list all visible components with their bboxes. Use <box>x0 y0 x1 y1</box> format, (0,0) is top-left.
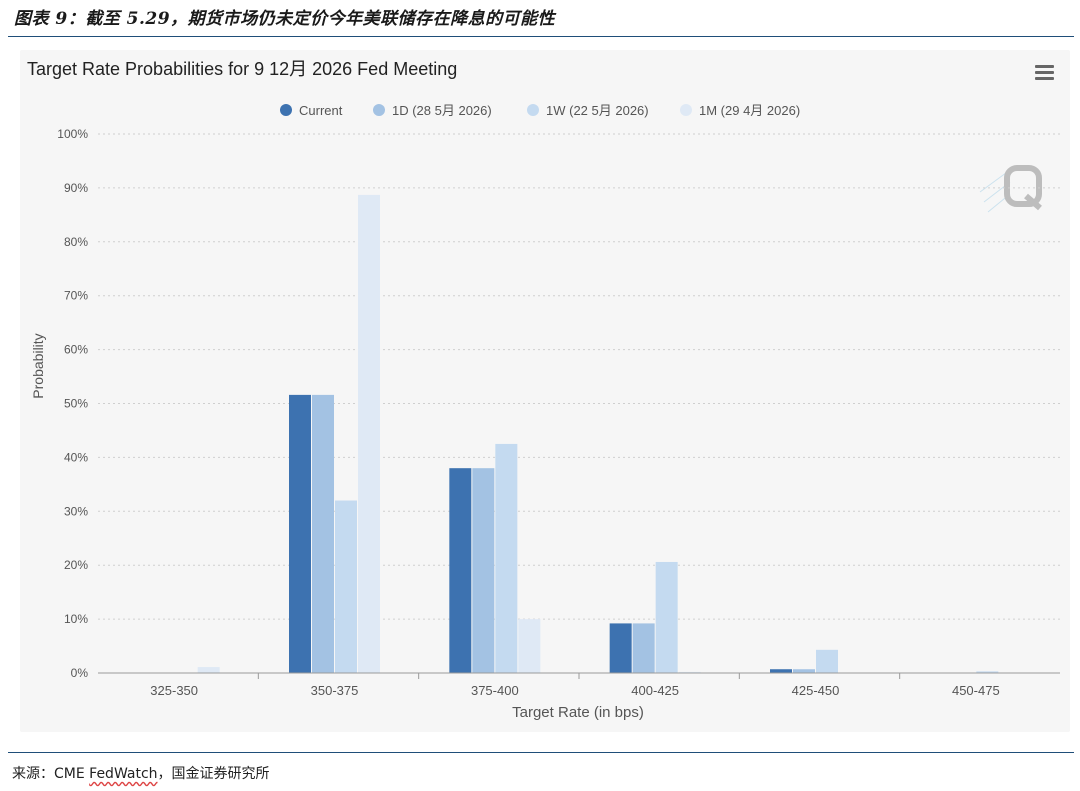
bar-series <box>197 194 999 674</box>
chart-svg: Target Rate Probabilities for 9 12月 2026… <box>27 59 1060 721</box>
y-tick-label: 90% <box>64 181 88 195</box>
x-tick-label: 350-375 <box>311 683 359 698</box>
top-rule <box>8 36 1074 37</box>
bar[interactable] <box>793 669 815 673</box>
x-tick-labels: 325-350 350-375 375-400 400-425 425-450 450-4… <box>150 673 1000 698</box>
source-prefix: 来源：CME <box>12 766 90 782</box>
y-axis-label: Probability <box>30 333 46 398</box>
legend-item[interactable]: Current <box>280 103 343 118</box>
bar[interactable] <box>449 468 472 673</box>
y-tick-labels: 0% 10% 20% 30% 40% 50% 60% 70% 80% 90% 100% <box>57 127 88 680</box>
legend-label: Current <box>299 103 343 118</box>
bar[interactable] <box>678 671 701 673</box>
bar[interactable] <box>495 443 518 673</box>
y-tick-label: 60% <box>64 343 88 357</box>
bar[interactable] <box>518 619 541 673</box>
bar[interactable] <box>770 669 792 673</box>
y-tick-label: 100% <box>57 127 88 141</box>
q-logo-icon <box>979 165 1042 213</box>
bar[interactable] <box>816 649 838 673</box>
bar[interactable] <box>472 468 495 673</box>
x-tick-label: 425-450 <box>792 683 840 698</box>
bar[interactable] <box>976 671 999 673</box>
hamburger-menu-icon[interactable] <box>1035 65 1054 80</box>
y-tick-label: 20% <box>64 558 88 572</box>
legend-marker <box>680 104 692 116</box>
legend-marker <box>280 104 292 116</box>
legend-item[interactable]: 1M (29 4月 2026) <box>680 103 800 118</box>
x-tick-label: 325-350 <box>150 683 198 698</box>
bar[interactable] <box>289 394 311 673</box>
legend-label: 1D (28 5月 2026) <box>392 103 492 118</box>
legend-item[interactable]: 1D (28 5月 2026) <box>373 103 492 118</box>
x-tick-label: 450-475 <box>952 683 1000 698</box>
legend-marker <box>373 104 385 116</box>
chart-title: Target Rate Probabilities for 9 12月 2026… <box>27 59 457 79</box>
grid-lines <box>98 133 1060 620</box>
bar[interactable] <box>609 623 632 673</box>
y-tick-label: 0% <box>71 666 89 680</box>
bar[interactable] <box>335 500 357 673</box>
source-suffix: ，国金证券研究所 <box>157 766 270 782</box>
x-tick-label: 400-425 <box>631 683 679 698</box>
chart-legend: Current 1D (28 5月 2026) 1W (22 5月 2026) 1M … <box>280 103 800 118</box>
bar[interactable] <box>655 561 678 673</box>
legend-marker <box>527 104 539 116</box>
x-axis-label: Target Rate (in bps) <box>512 704 644 721</box>
source-note: 来源：CME FedWatch，国金证券研究所 <box>12 763 270 783</box>
bar[interactable] <box>358 194 380 674</box>
y-tick-label: 80% <box>64 235 88 249</box>
x-tick-label: 375-400 <box>471 683 519 698</box>
y-tick-label: 10% <box>64 612 88 626</box>
legend-label: 1W (22 5月 2026) <box>546 103 649 118</box>
y-tick-label: 50% <box>64 397 88 411</box>
source-fedwatch: FedWatch <box>89 766 158 782</box>
bar[interactable] <box>312 394 334 673</box>
bar[interactable] <box>632 623 655 673</box>
legend-item[interactable]: 1W (22 5月 2026) <box>527 103 649 118</box>
bar[interactable] <box>197 667 220 673</box>
chart-panel: Target Rate Probabilities for 9 12月 2026… <box>20 50 1070 732</box>
y-tick-label: 70% <box>64 289 88 303</box>
y-tick-label: 40% <box>64 450 88 464</box>
figure-caption: 图表 9：截至 5.29，期货市场仍未定价今年美联储存在降息的可能性 <box>14 9 556 29</box>
y-tick-label: 30% <box>64 504 88 518</box>
bottom-rule <box>8 752 1074 753</box>
legend-label: 1M (29 4月 2026) <box>699 103 800 118</box>
